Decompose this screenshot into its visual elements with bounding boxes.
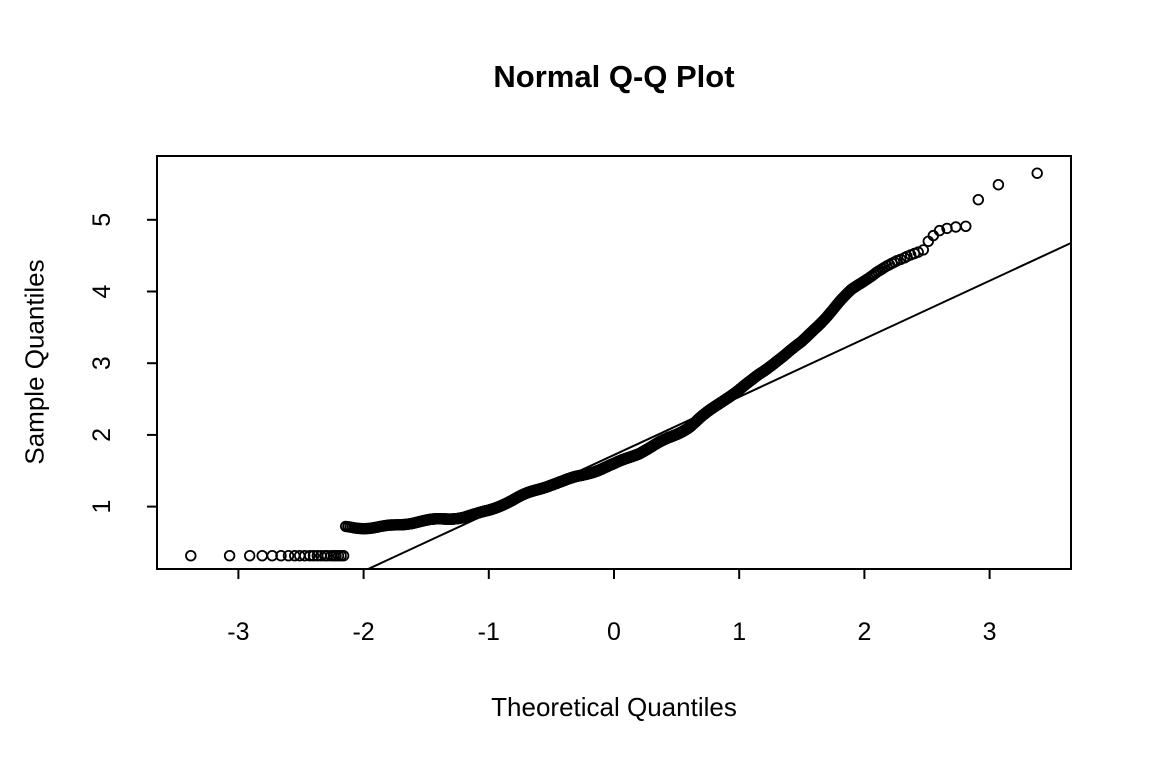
qq-point — [972, 193, 985, 206]
y-tick-label: 2 — [88, 428, 116, 442]
qq-point — [282, 550, 295, 562]
x-tick-label: -3 — [227, 618, 249, 646]
qq-point — [917, 244, 930, 256]
qq-point — [256, 550, 268, 562]
qq-point — [275, 550, 287, 562]
qq-point — [304, 550, 316, 562]
y-tick-label: 3 — [88, 356, 116, 370]
qq-point — [337, 550, 350, 562]
x-axis-label: Theoretical Quantiles — [491, 692, 737, 722]
y-tick-label: 5 — [88, 213, 116, 227]
qq-point — [223, 550, 236, 562]
reference-line — [367, 242, 1072, 570]
qq-point — [243, 550, 256, 562]
qq-point — [185, 550, 197, 562]
chart-title: Normal Q-Q Plot — [493, 59, 735, 94]
qq-point — [321, 550, 334, 562]
x-tick-label: -1 — [478, 618, 500, 646]
plot-box — [156, 155, 1072, 570]
qq-point — [1031, 167, 1043, 179]
x-tick-label: 1 — [732, 618, 746, 646]
qq-point — [960, 220, 972, 233]
qq-point — [933, 224, 946, 237]
y-tick-label: 1 — [88, 500, 116, 514]
x-tick-label: 2 — [857, 618, 871, 646]
x-tick-label: -2 — [352, 618, 374, 646]
x-tick-label: 3 — [983, 618, 997, 646]
x-tick-label: 0 — [607, 618, 621, 646]
qq-point — [992, 178, 1005, 191]
y-tick-label: 4 — [88, 284, 116, 298]
data-points — [185, 167, 1043, 562]
qq-point — [307, 550, 320, 562]
qq-point — [912, 246, 924, 258]
